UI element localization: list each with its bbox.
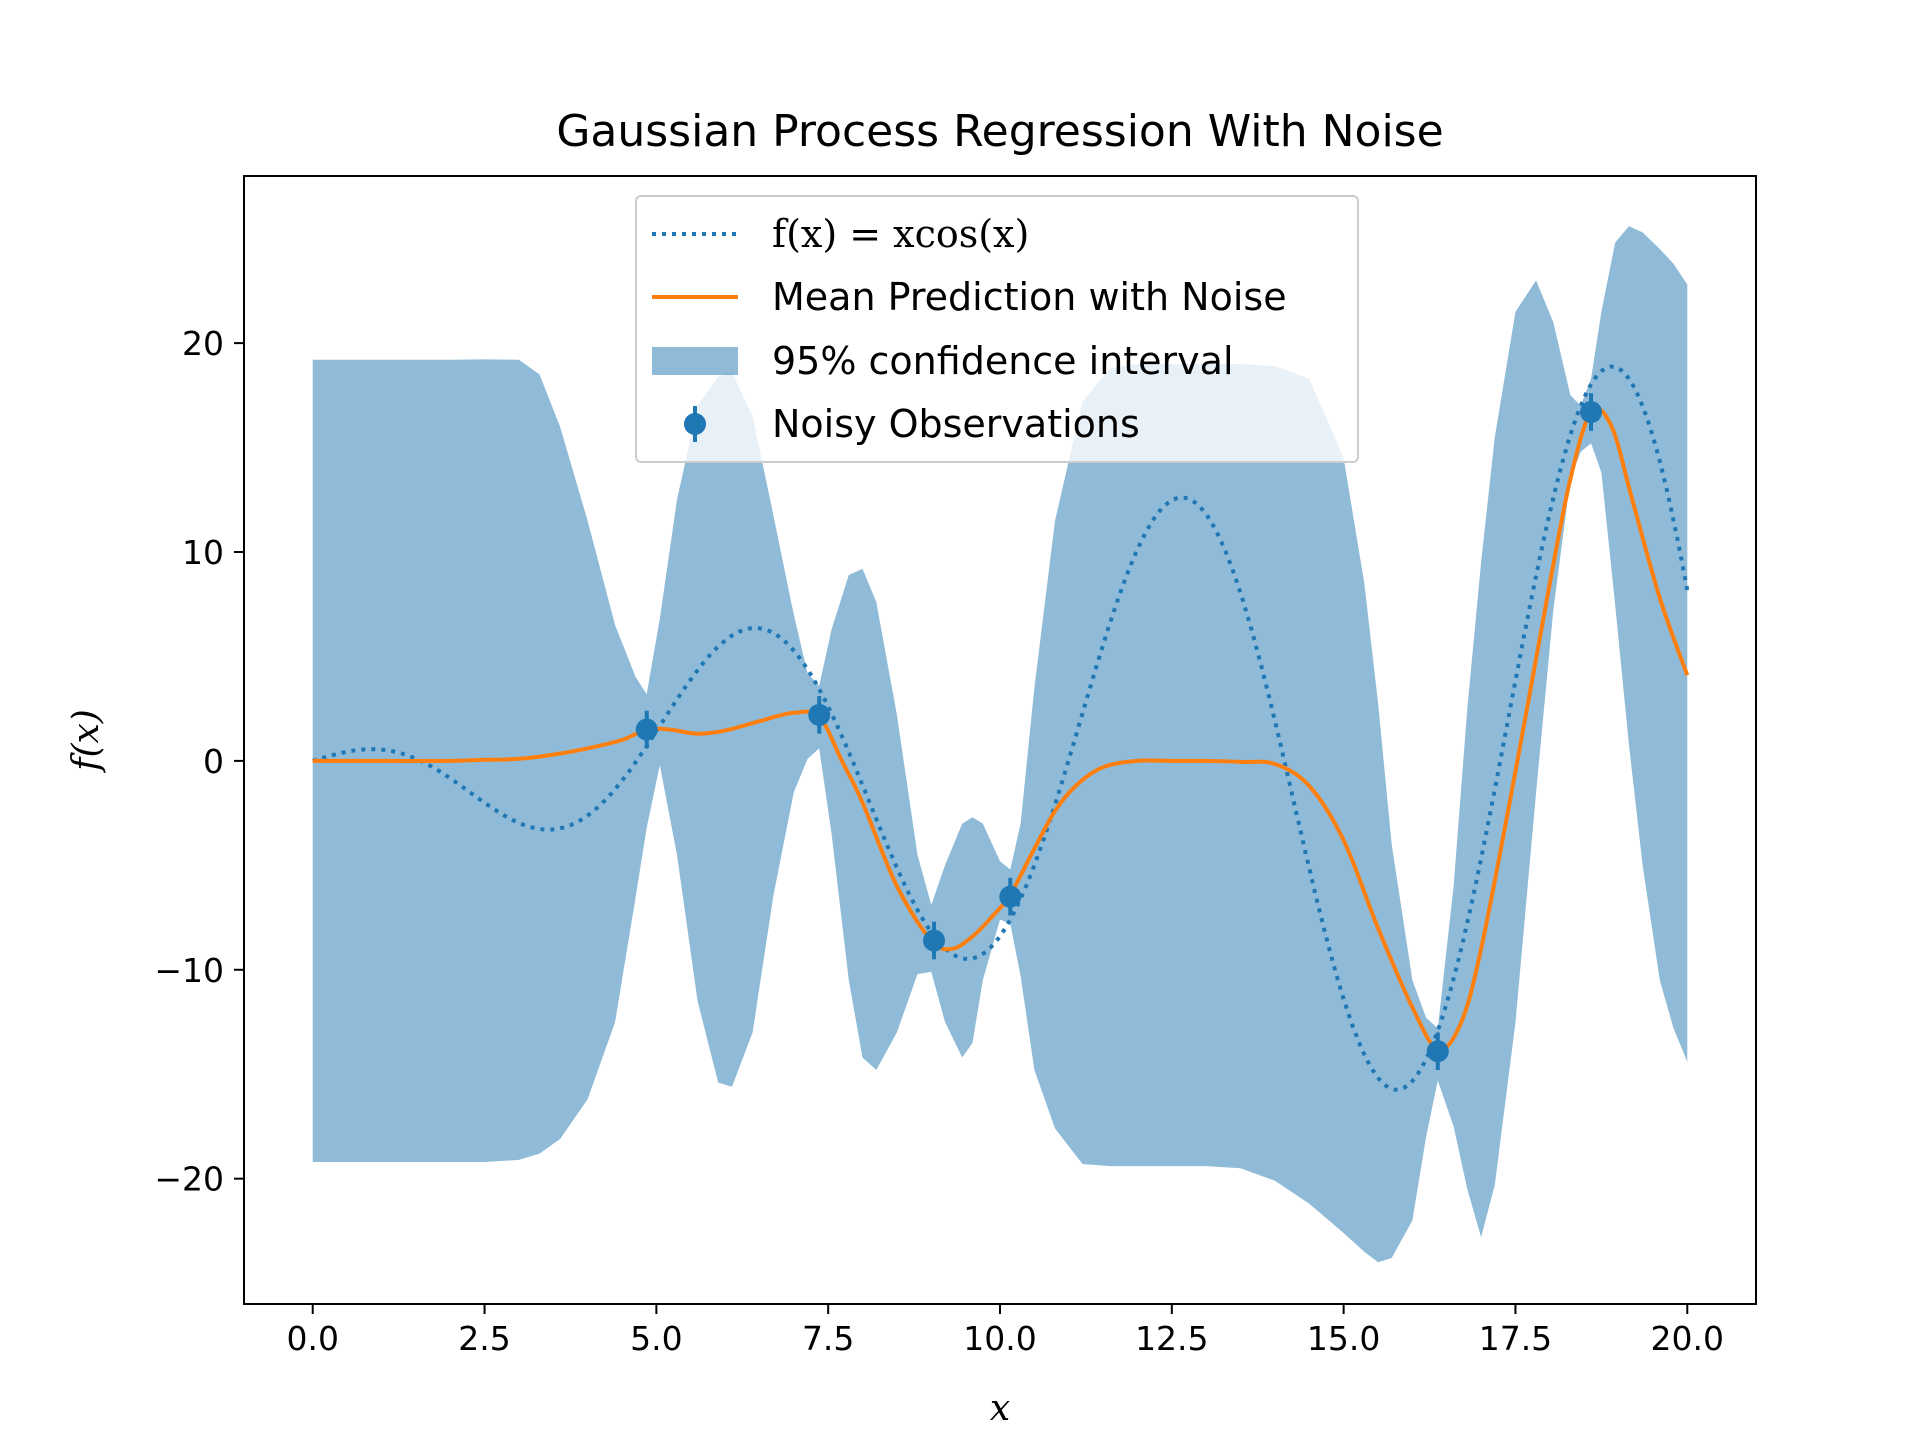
y-tick-label: 0 — [203, 742, 224, 781]
legend-swatch-observations-marker — [684, 413, 706, 435]
legend-label-confidence-band: 95% confidence interval — [772, 339, 1234, 383]
legend-swatch-confidence-band — [652, 347, 738, 375]
x-axis: 0.0 2.5 5.0 7.5 10.0 12.5 15.0 17.5 20.0 — [286, 1304, 1724, 1358]
observation-point — [1426, 1032, 1449, 1071]
x-tick-label: 0.0 — [286, 1319, 338, 1358]
confidence-band — [312, 226, 1688, 1263]
legend-label-true-function: f(x) = xcos(x) — [772, 212, 1029, 256]
plot-area — [312, 226, 1690, 1263]
observation-marker — [999, 885, 1022, 908]
y-tick-label: −10 — [154, 951, 224, 990]
chart-title: Gaussian Process Regression With Noise — [556, 106, 1443, 157]
observation-marker — [1426, 1040, 1449, 1063]
observation-point — [808, 696, 831, 734]
observation-marker — [1580, 401, 1603, 424]
y-tick-label: −20 — [154, 1160, 224, 1199]
x-tick-label: 2.5 — [458, 1319, 510, 1358]
y-tick-label: 20 — [182, 324, 224, 363]
observation-point — [999, 877, 1022, 916]
observation-point — [1580, 393, 1603, 431]
y-axis-label: f(x) — [66, 709, 107, 774]
y-axis: −20 −10 0 10 20 — [154, 324, 244, 1199]
x-tick-label: 12.5 — [1135, 1319, 1208, 1358]
x-tick-label: 17.5 — [1479, 1319, 1552, 1358]
x-tick-label: 15.0 — [1307, 1319, 1380, 1358]
observation-marker — [635, 718, 658, 741]
x-tick-label: 5.0 — [630, 1319, 682, 1358]
x-tick-label: 7.5 — [802, 1319, 854, 1358]
x-axis-label: x — [990, 1388, 1010, 1429]
observation-marker — [923, 929, 946, 952]
legend-label-observations: Noisy Observations — [772, 402, 1140, 446]
legend-box — [635, 195, 1359, 463]
observation-marker — [808, 703, 831, 726]
x-tick-label: 10.0 — [963, 1319, 1036, 1358]
observation-point — [635, 710, 658, 749]
observation-point — [923, 921, 946, 960]
x-tick-label: 20.0 — [1651, 1319, 1724, 1358]
legend: f(x) = xcos(x) Mean Prediction with Nois… — [635, 195, 1359, 463]
legend-label-mean-prediction: Mean Prediction with Noise — [772, 275, 1287, 319]
true-function-line — [312, 364, 1690, 1092]
y-tick-label: 10 — [182, 533, 224, 572]
